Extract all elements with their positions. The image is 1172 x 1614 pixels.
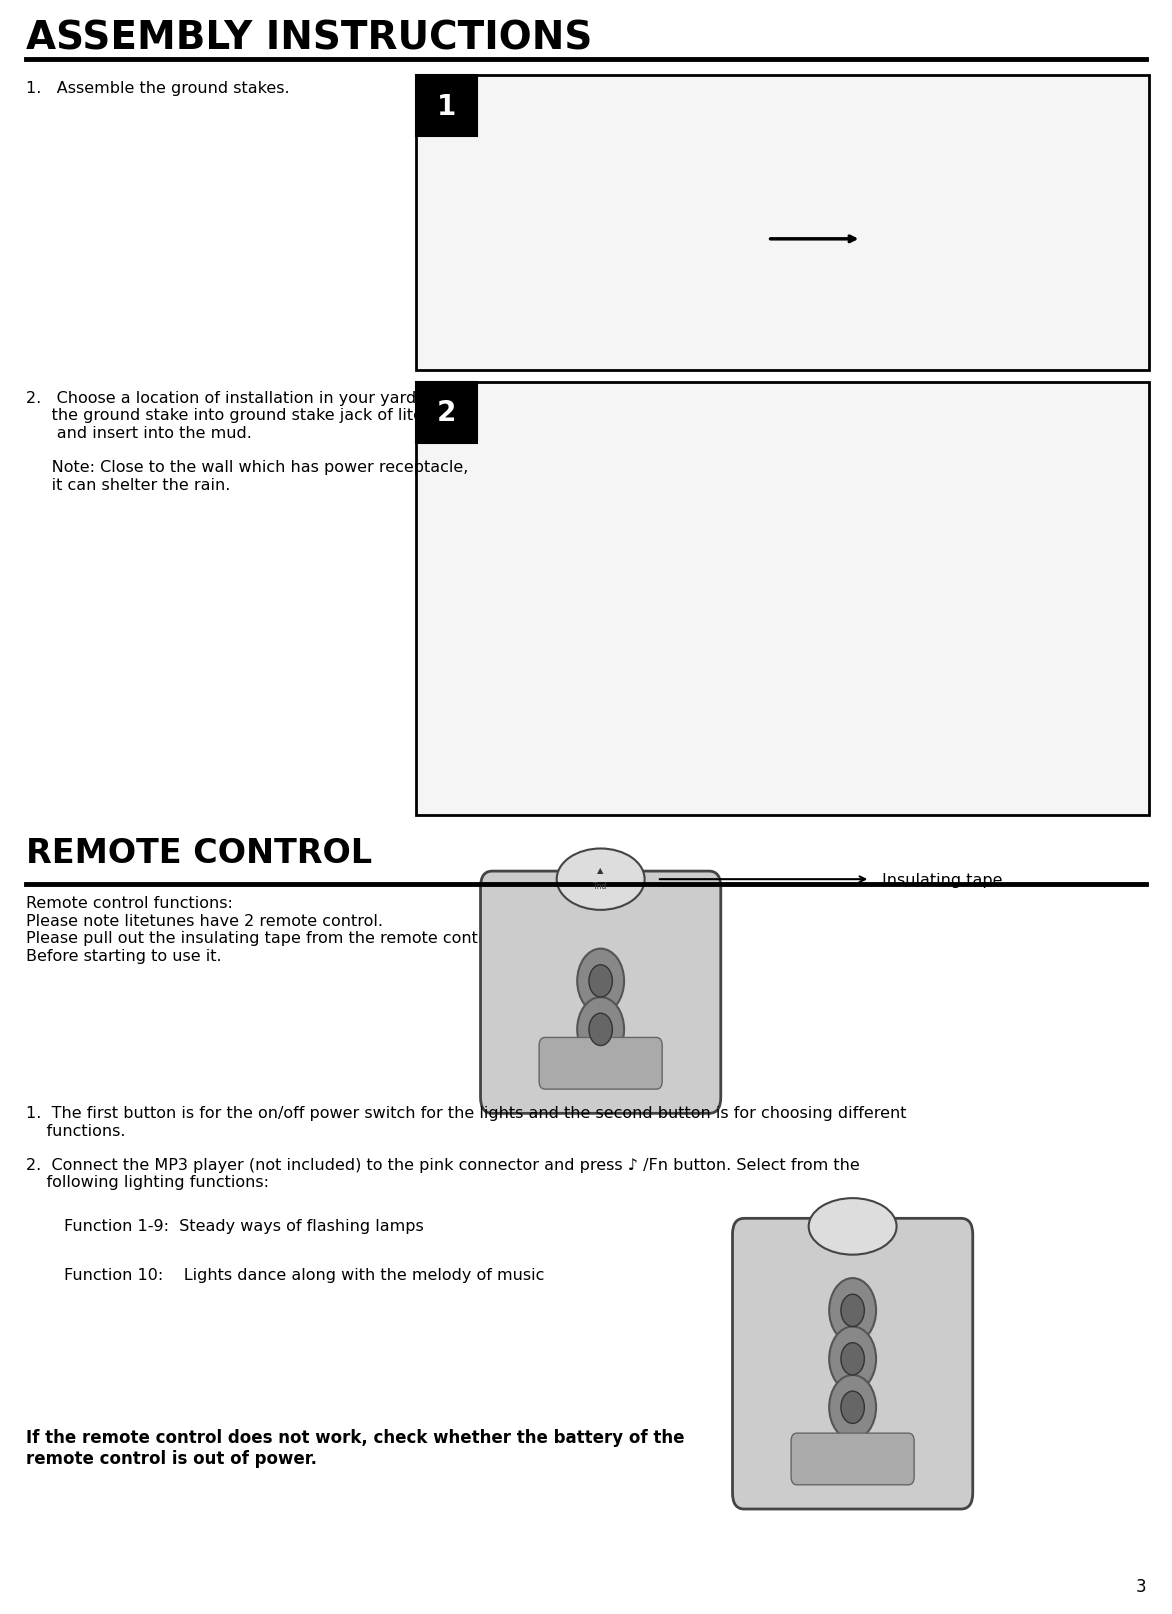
- Circle shape: [829, 1375, 877, 1440]
- Text: 2.  Connect the MP3 player (not included) to the pink connector and press ♪ /Fn : 2. Connect the MP3 player (not included)…: [26, 1157, 859, 1190]
- Circle shape: [829, 1278, 877, 1343]
- Circle shape: [841, 1343, 865, 1375]
- Text: Function 1-9:  Steady ways of flashing lamps: Function 1-9: Steady ways of flashing la…: [64, 1219, 424, 1233]
- Circle shape: [841, 1391, 865, 1424]
- Circle shape: [577, 949, 625, 1014]
- Text: Function 10:    Lights dance along with the melody of music: Function 10: Lights dance along with the…: [64, 1267, 545, 1282]
- Text: ▲: ▲: [598, 865, 604, 875]
- Text: Tnd: Tnd: [593, 881, 608, 891]
- Ellipse shape: [557, 849, 645, 910]
- Text: 2.   Choose a location of installation in your yard, insert
     the ground stak: 2. Choose a location of installation in …: [26, 391, 472, 492]
- Bar: [416, 383, 477, 444]
- Text: REMOTE CONTROL: REMOTE CONTROL: [26, 836, 372, 868]
- Bar: [416, 76, 1149, 371]
- FancyBboxPatch shape: [481, 872, 721, 1114]
- Circle shape: [829, 1327, 877, 1391]
- Text: Remote control functions:
Please note litetunes have 2 remote control.
Please pu: Remote control functions: Please note li…: [26, 896, 504, 964]
- Text: 2: 2: [437, 399, 456, 428]
- Text: 1: 1: [437, 92, 456, 121]
- Circle shape: [588, 1014, 612, 1046]
- Text: Insulating tape: Insulating tape: [881, 872, 1002, 888]
- Ellipse shape: [809, 1198, 897, 1256]
- Text: 1.  The first button is for the on/off power switch for the lights and the secon: 1. The first button is for the on/off po…: [26, 1106, 906, 1138]
- Bar: [416, 76, 477, 137]
- Text: If the remote control does not work, check whether the battery of the
remote con: If the remote control does not work, che…: [26, 1428, 684, 1467]
- Circle shape: [841, 1294, 865, 1327]
- FancyBboxPatch shape: [791, 1433, 914, 1485]
- Text: 3: 3: [1136, 1577, 1146, 1595]
- Text: ASSEMBLY INSTRUCTIONS: ASSEMBLY INSTRUCTIONS: [26, 19, 592, 58]
- FancyBboxPatch shape: [732, 1219, 973, 1509]
- Bar: [416, 383, 1149, 815]
- Circle shape: [577, 997, 625, 1062]
- Text: 1.   Assemble the ground stakes.: 1. Assemble the ground stakes.: [26, 81, 289, 95]
- Circle shape: [588, 965, 612, 997]
- FancyBboxPatch shape: [539, 1038, 662, 1089]
